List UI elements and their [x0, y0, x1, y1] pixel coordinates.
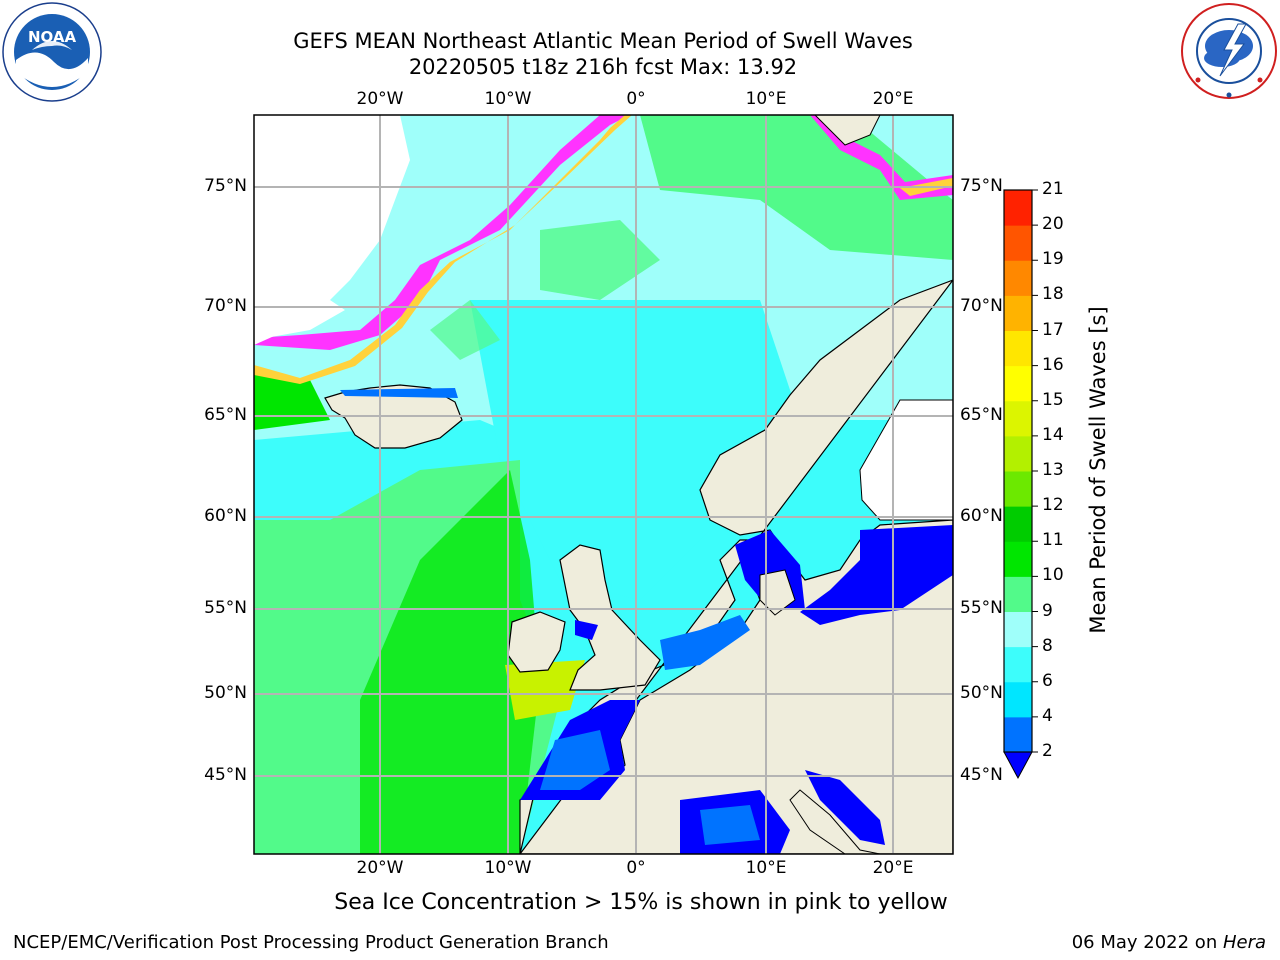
land-denmark: [759, 569, 796, 616]
lon-label-top-10e: 10°E: [745, 89, 787, 109]
colorbar-segment: [1004, 716, 1032, 753]
colorbar-segment: [1004, 506, 1032, 542]
lon-label-top-10w: 10°W: [484, 89, 532, 109]
lat-label-right-55n: 55°N: [960, 598, 1003, 618]
nws-logo: [1180, 2, 1278, 100]
colorbar-tick-label: 2: [1042, 741, 1053, 761]
chart-title: GEFS MEAN Northeast Atlantic Mean Period…: [293, 29, 913, 53]
colorbar-tick-label: 8: [1042, 635, 1053, 656]
lat-label-left-75n: 75°N: [204, 176, 247, 196]
colorbar-extend-triangle: [1003, 751, 1033, 780]
ocean-field-brightgreen: [360, 470, 540, 854]
colorbar-segment: [1004, 435, 1032, 472]
chart-subtitle: 20220505 t18z 216h fcst Max: 13.92: [408, 55, 798, 79]
colorbar-tick-label: 13: [1042, 460, 1064, 480]
colorbar-tick-label: 12: [1042, 495, 1064, 516]
colorbar-segment: [1004, 295, 1032, 331]
land-ireland: [507, 611, 566, 673]
lon-label-bottom-10e: 10°E: [745, 858, 787, 878]
lon-label-bottom-10w: 10°W: [484, 858, 532, 878]
colorbar-tick-label: 16: [1042, 354, 1064, 375]
colorbar-segment: [1004, 471, 1032, 507]
colorbar-label: Mean Period of Swell Waves [s]: [1086, 306, 1110, 634]
lon-label-top-20e: 20°E: [872, 89, 914, 109]
map-gridlines: [254, 115, 953, 854]
colorbar-tick-label: 18: [1042, 284, 1064, 305]
colorbar-segment: [1004, 541, 1032, 577]
lat-label-left-50n: 50°N: [204, 683, 247, 703]
land-greenland: [254, 115, 410, 345]
date-text: 06 May 2022 on: [1071, 932, 1223, 953]
colorbar-segment: [1004, 365, 1032, 402]
colorbar-tick-label: 19: [1042, 249, 1064, 270]
lon-label-bottom-20e: 20°E: [872, 858, 914, 878]
ocean-field-yellowgreen: [505, 660, 585, 720]
lat-label-left-45n: 45°N: [204, 765, 247, 785]
lat-label-right-50n: 50°N: [960, 683, 1003, 703]
sea-ice-greenland: [254, 115, 630, 350]
colorbar-segment: [1004, 225, 1032, 261]
colorbar-segment: [1004, 611, 1032, 648]
sea-baltic: [800, 525, 953, 625]
colorbar-segment: [1004, 681, 1032, 718]
lat-label-right-65n: 65°N: [960, 405, 1003, 425]
map-frame: [253, 114, 954, 855]
lat-label-right-75n: 75°N: [960, 176, 1003, 196]
date-stamp: 06 May 2022 on Hera: [1072, 932, 1266, 953]
colorbar: [1003, 189, 1038, 780]
colorbar-tick-label: 9: [1042, 600, 1053, 621]
colorbar-tick-label: 11: [1042, 530, 1064, 551]
colorbar-segment: [1004, 190, 1032, 226]
host-text: Hera: [1222, 932, 1266, 953]
colorbar-tick-label: 20: [1042, 214, 1064, 235]
lat-label-right-60n: 60°N: [960, 506, 1003, 526]
colorbar-segment: [1004, 330, 1032, 367]
lon-label-bottom-0: 0°: [626, 858, 646, 878]
colorbar-segment: [1004, 576, 1032, 612]
lat-label-left-60n: 60°N: [204, 506, 247, 526]
lon-label-top-0: 0°: [626, 89, 646, 109]
lat-label-right-70n: 70°N: [960, 296, 1003, 316]
colorbar-tick-label: 10: [1042, 565, 1064, 586]
sea-adriatic: [805, 770, 885, 845]
lat-label-right-45n: 45°N: [960, 765, 1003, 785]
noaa-logo: NOAA: [2, 2, 102, 102]
credit-text: NCEP/EMC/Verification Post Processing Pr…: [13, 932, 609, 953]
lat-label-left-70n: 70°N: [204, 296, 247, 316]
colorbar-tick-label: 14: [1042, 424, 1064, 445]
land-italy: [789, 789, 881, 854]
lat-label-left-55n: 55°N: [204, 598, 247, 618]
lat-label-left-65n: 65°N: [204, 405, 247, 425]
colorbar-tick-label: 21: [1042, 179, 1064, 199]
land-svalbard: [814, 115, 881, 146]
colorbar-tick-label: 17: [1042, 319, 1064, 340]
lon-label-top-20w: 20°W: [356, 89, 404, 109]
noaa-logo-text: NOAA: [27, 28, 77, 46]
colorbar-tick-label: 6: [1042, 670, 1053, 691]
colorbar-segment: [1004, 260, 1032, 296]
sea-northsea-coast: [660, 615, 750, 670]
colorbar-tick-label: 15: [1042, 389, 1064, 410]
colorbar-segment: [1004, 400, 1032, 437]
colorbar-tick-label: 4: [1042, 705, 1053, 726]
sea-ice-svalbard: [810, 115, 953, 200]
colorbar-segment: [1004, 646, 1032, 683]
lon-label-bottom-20w: 20°W: [356, 858, 404, 878]
ice-note: Sea Ice Concentration > 15% is shown in …: [334, 890, 948, 915]
sea-bothnia: [859, 399, 953, 521]
